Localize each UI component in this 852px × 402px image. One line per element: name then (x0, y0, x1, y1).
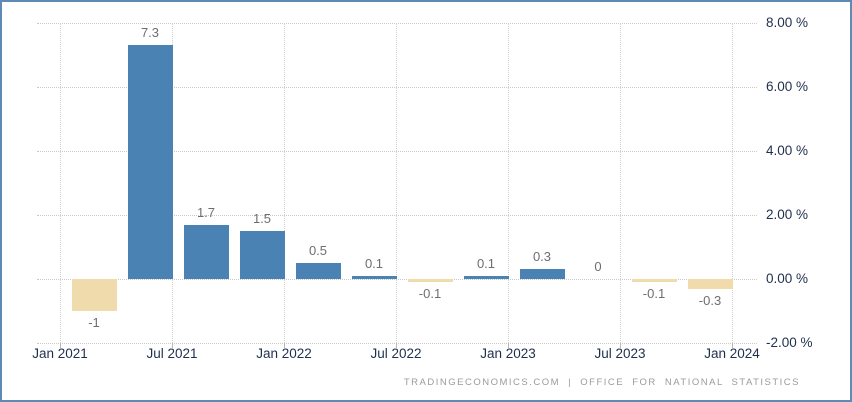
bar-value-label: 0.1 (476, 255, 496, 271)
bar[interactable] (351, 275, 397, 279)
bar[interactable] (127, 45, 173, 279)
x-axis-tick-label: Jan 2022 (256, 346, 312, 361)
gridline-h (37, 215, 757, 216)
bar-value-label: 0.5 (308, 243, 328, 258)
gridline-v (732, 23, 733, 343)
x-axis-tick (620, 343, 621, 348)
bar[interactable] (71, 279, 117, 311)
gridline-h (37, 279, 757, 280)
bar[interactable] (239, 231, 285, 279)
gridline-h (37, 87, 757, 88)
y-axis-tick-label: 4.00 % (766, 143, 809, 158)
bar-value-label: -0.1 (642, 286, 666, 302)
x-axis-tick (396, 343, 397, 348)
bar-value-label: 1.7 (196, 204, 216, 220)
bar-value-label: 0.3 (532, 249, 552, 265)
bar[interactable] (295, 263, 341, 279)
bar[interactable] (687, 279, 733, 289)
source-attribution: TRADINGECONOMICS.COM | OFFICE FOR NATION… (404, 377, 800, 389)
y-axis-tick-label: -2.00 % (766, 335, 813, 350)
gridline-h (37, 343, 757, 344)
gridline-v (172, 23, 173, 343)
gridline-v (60, 23, 61, 343)
bar[interactable] (183, 224, 229, 279)
gridline-v (284, 23, 285, 343)
x-axis-tick-label: Jan 2021 (32, 346, 88, 361)
y-axis-tick-label: 8.00 % (766, 15, 809, 30)
x-axis-tick (508, 343, 509, 348)
x-axis-tick-label: Jan 2024 (704, 346, 760, 361)
bar-value-label: 0 (594, 259, 602, 274)
x-axis-tick-label: Jul 2022 (370, 346, 422, 361)
bar-value-label: 0.1 (364, 255, 384, 271)
gridline-v (396, 23, 397, 343)
bar-value-label: -0.1 (418, 286, 442, 302)
source-text: TRADINGECONOMICS.COM | OFFICE FOR NATION… (403, 377, 800, 388)
gridline-v (508, 23, 509, 343)
gridline-v (620, 23, 621, 343)
gridline-h (37, 23, 757, 24)
x-axis-tick (284, 343, 285, 348)
x-axis-tick (172, 343, 173, 348)
x-axis-tick-label: Jul 2023 (594, 346, 646, 361)
bar-value-label: -0.3 (698, 292, 722, 308)
y-axis-tick-label: 6.00 % (766, 79, 809, 94)
bar[interactable] (631, 279, 677, 283)
bar-value-label: -1 (88, 315, 100, 330)
bar[interactable] (519, 269, 565, 279)
bar[interactable] (463, 275, 509, 279)
x-axis-tick-label: Jan 2023 (480, 346, 536, 361)
y-axis-tick-label: 2.00 % (766, 207, 809, 222)
x-axis-tick (60, 343, 61, 348)
plot-area: -1 7.3 1.7 1.5 0.5 0.1 -0.1 0.1 0.3 0 -0.1 -0.3 (37, 23, 757, 348)
x-axis-tick (732, 343, 733, 348)
bar-value-label: 7.3 (140, 25, 160, 41)
y-axis-tick-label: 0.00 % (766, 271, 809, 286)
gridline-h (37, 151, 757, 152)
x-axis-tick-label: Jul 2021 (146, 346, 198, 361)
bar[interactable] (407, 279, 453, 283)
bar-value-label: 1.5 (252, 211, 272, 226)
